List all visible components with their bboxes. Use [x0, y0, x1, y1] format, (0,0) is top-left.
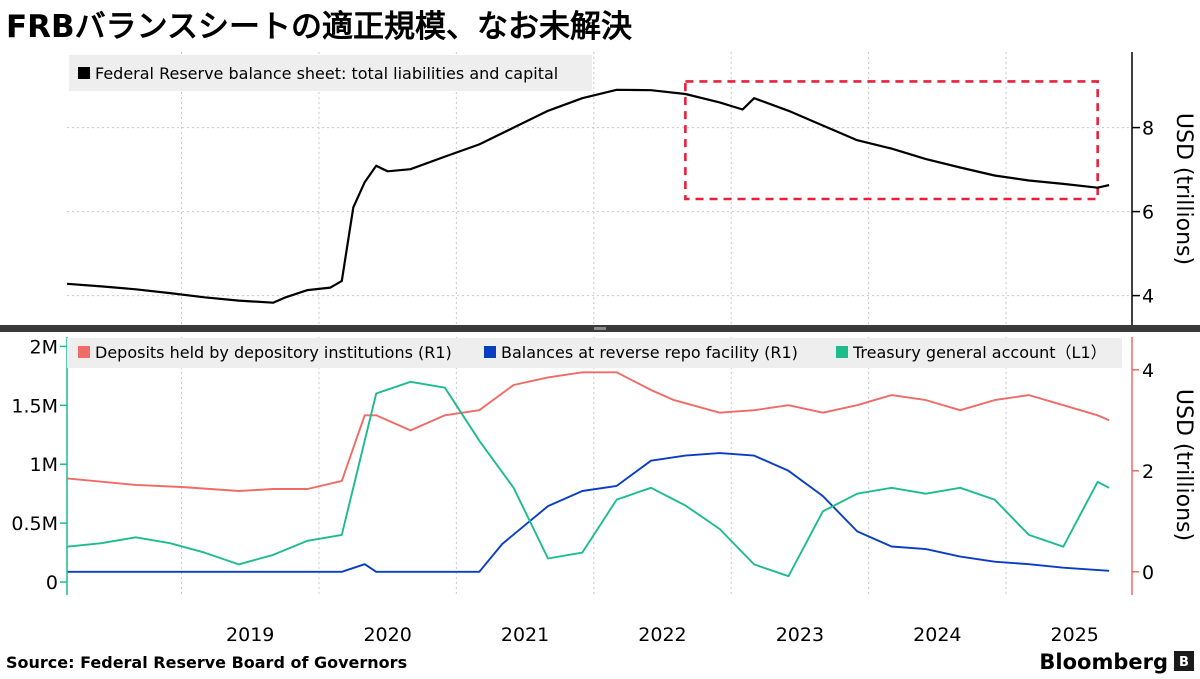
legend-label-reverse-repo: Balances at reverse repo facility (R1): [501, 343, 798, 362]
bottom-ylabel: USD (trillions): [1171, 389, 1196, 541]
legend-swatch-deposits: [78, 346, 90, 358]
source-note: Source: Federal Reserve Board of Governo…: [6, 653, 407, 672]
x-tick-label-2024: 2024: [913, 624, 961, 646]
bottom-left-ticks: 0 0.5M 1M 1.5M 2M: [11, 336, 67, 594]
top-legend-box: [69, 55, 592, 91]
x-tick-label-2020: 2020: [363, 624, 411, 646]
top-grid: [67, 127, 1132, 297]
x-tick-label-2025: 2025: [1051, 624, 1099, 646]
right-tick-label-0: 0: [1142, 562, 1154, 584]
top-ticks: 4 6 8: [1132, 118, 1154, 308]
legend-label-deposits: Deposits held by depository institutions…: [95, 343, 452, 362]
left-tick-label-0.5M: 0.5M: [11, 513, 58, 535]
bottom-x-ticks: 2019 2020 2021 2022 2023 2024 2025: [226, 624, 1099, 646]
legend-swatch-reverse-repo: [484, 346, 496, 358]
series-line-deposits: [66, 371, 1110, 492]
series-line-tga: [66, 380, 1110, 578]
x-tick-label-2019: 2019: [226, 624, 274, 646]
x-tick-label-2023: 2023: [776, 624, 824, 646]
bloomberg-terminal-glyph: B: [1179, 655, 1189, 670]
left-tick-label-1.5M: 1.5M: [11, 395, 58, 417]
panel-divider-handle[interactable]: [594, 327, 606, 330]
x-tick-label-2021: 2021: [501, 624, 549, 646]
left-tick-label-1M: 1M: [30, 454, 58, 476]
right-tick-label-4: 4: [1142, 360, 1154, 382]
top-xgrid: [181, 52, 1007, 325]
right-tick-label-2: 2: [1142, 461, 1154, 483]
series-line-balance-sheet: [66, 88, 1110, 304]
series-line-reverse-repo: [67, 452, 1110, 573]
legend-label-tga: Treasury general account（L1）: [852, 343, 1107, 362]
top-legend-swatch: [78, 67, 90, 79]
bottom-series-lines: [66, 371, 1110, 578]
left-tick-label-0: 0: [46, 572, 58, 594]
chart-title: FRBバランスシートの適正規模、なお未解決: [6, 9, 633, 45]
top-panel: 4 6 8 USD (trillions) Federal Reserve bala…: [66, 52, 1196, 325]
bottom-legend-box: [67, 338, 1122, 368]
legend-swatch-tga: [836, 346, 848, 358]
top-ylabel: USD (trillions): [1171, 113, 1196, 265]
top-tick-label-6: 6: [1142, 202, 1154, 224]
bloomberg-terminal-icon: [1174, 651, 1194, 671]
bloomberg-logo: Bloomberg: [1039, 650, 1168, 674]
bottom-xgrid: [181, 337, 1007, 595]
top-tick-label-8: 8: [1142, 118, 1154, 140]
left-tick-label-2M: 2M: [30, 336, 58, 358]
top-legend-label: Federal Reserve balance sheet: total lia…: [95, 64, 558, 83]
highlight-box: [684, 80, 1099, 201]
x-tick-label-2022: 2022: [638, 624, 686, 646]
top-tick-label-4: 4: [1142, 286, 1154, 308]
bottom-right-ticks: 0 2 4: [1132, 360, 1154, 584]
